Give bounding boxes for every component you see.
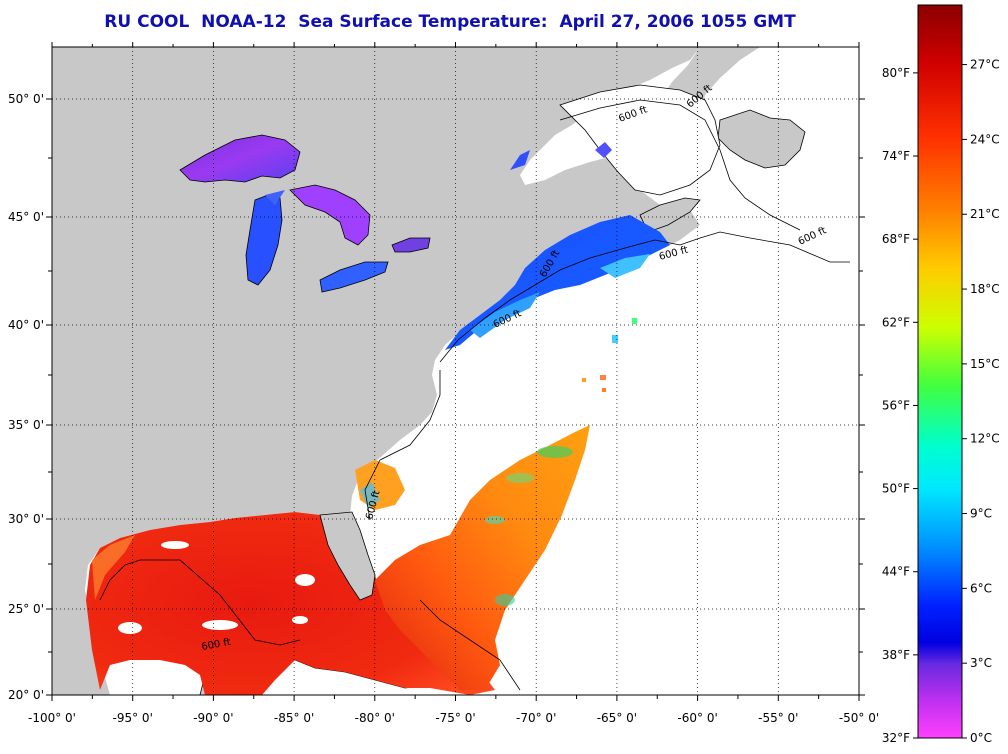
- northeast-shelf-cyan: [470, 292, 540, 338]
- georges-bank-sst: [600, 254, 650, 278]
- northeast-shelf-sst: [445, 215, 670, 350]
- colorbar-f-label: 44°F: [882, 565, 910, 579]
- colorbar-f-label: 56°F: [882, 398, 910, 412]
- lake-ontario: [391, 237, 431, 253]
- lon-tick-label: -65° 0': [597, 711, 637, 725]
- lat-tick-label: 40° 0': [8, 318, 44, 332]
- colorbar-c-label: 15°C: [970, 357, 1000, 371]
- gaspe-sst: [595, 142, 612, 158]
- colorbar-c-label: 6°C: [970, 581, 992, 595]
- depth-contours: [99, 99, 850, 691]
- lat-tick-label: 30° 0': [8, 512, 44, 526]
- map-title: RU COOL NOAA-12 Sea Surface Temperature:…: [104, 12, 796, 32]
- colorbar-c-label: 9°C: [970, 507, 992, 521]
- lon-tick-label: -90° 0': [193, 711, 233, 725]
- graticule: [52, 47, 859, 695]
- texas-shelf-sst: [92, 535, 135, 600]
- lon-tick-label: -85° 0': [274, 711, 314, 725]
- cloud-patches: [118, 541, 315, 634]
- lat-tick-label: 35° 0': [8, 418, 44, 432]
- colorbar-f-label: 68°F: [882, 232, 910, 246]
- lake-superior: [179, 134, 301, 183]
- newfoundland-land: [717, 109, 806, 169]
- colorbar-c-label: 18°C: [970, 282, 1000, 296]
- colorbar: [917, 4, 963, 739]
- colorbar-celsius-scale: 27°C 24°C 21°C 18°C 15°C 12°C 9°C 6°C 3°C 0°C: [962, 58, 1000, 745]
- colorbar-f-label: 74°F: [882, 149, 910, 163]
- st-lawrence-gulf: [559, 84, 721, 196]
- colorbar-c-label: 21°C: [970, 207, 1000, 221]
- lat-tick-label: 50° 0': [8, 92, 44, 106]
- lon-tick-label: -70° 0': [516, 711, 556, 725]
- contour-label: 600 ft: [201, 637, 232, 653]
- colorbar-f-label: 38°F: [882, 648, 910, 662]
- longitude-axis: -100° 0' -95° 0' -90° 0' -85° 0' -80° 0' -75°…: [28, 42, 879, 725]
- lake-huron: [289, 184, 371, 246]
- colorbar-f-label: 62°F: [882, 315, 910, 329]
- lon-tick-label: -95° 0': [113, 711, 153, 725]
- gulf-of-mexico-sst: [86, 512, 495, 695]
- colorbar-f-label: 50°F: [882, 482, 910, 496]
- colorbar-c-label: 0°C: [970, 731, 992, 745]
- lon-tick-label: -75° 0': [435, 711, 475, 725]
- colorbar-c-label: 3°C: [970, 656, 992, 670]
- st-lawrence-sst: [510, 150, 530, 170]
- lake-erie: [319, 261, 389, 293]
- colorbar-c-label: 12°C: [970, 432, 1000, 446]
- lat-tick-label: 25° 0': [8, 602, 44, 616]
- colorbar-f-label: 32°F: [882, 731, 910, 745]
- colorbar-f-label: 80°F: [882, 66, 910, 80]
- lon-tick-label: -80° 0': [355, 711, 395, 725]
- lat-tick-label: 20° 0': [8, 688, 44, 702]
- carolina-shelf-cool: [360, 482, 380, 508]
- green-bay-patch: [265, 190, 285, 205]
- florida-land: [319, 511, 376, 601]
- colorbar-c-label: 24°C: [970, 132, 1000, 146]
- offshore-patches: [582, 318, 637, 392]
- colorbar-fahrenheit-scale: 80°F 74°F 68°F 62°F 56°F 50°F 44°F 38°F 32°F: [882, 66, 918, 745]
- lon-tick-label: -60° 0': [677, 711, 717, 725]
- lon-tick-label: -55° 0': [758, 711, 798, 725]
- lon-tick-label: -100° 0': [28, 711, 76, 725]
- colorbar-c-label: 27°C: [970, 58, 1000, 72]
- latitude-axis: 20° 0' 25° 0' 30° 0' 35° 0' 40° 0' 45° 0' 50° …: [8, 92, 865, 702]
- lon-tick-label: -50° 0': [839, 711, 879, 725]
- strip-edge-patches: [485, 446, 573, 606]
- north-america-land: [52, 47, 700, 695]
- lat-tick-label: 45° 0': [8, 210, 44, 224]
